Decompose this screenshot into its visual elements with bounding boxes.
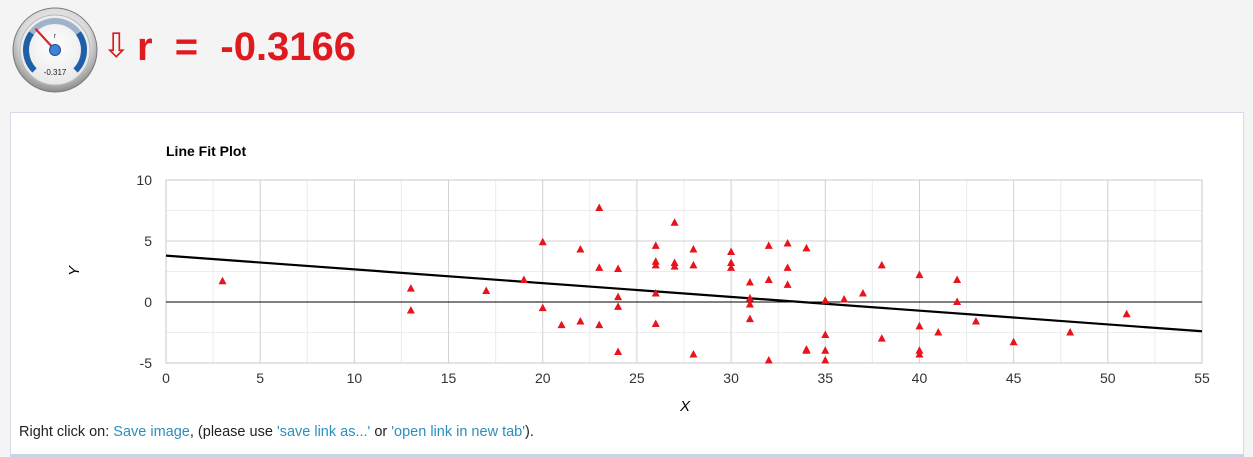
data-point: [651, 319, 660, 327]
data-point: [783, 263, 792, 271]
data-point: [218, 276, 227, 285]
correlation-value: r = -0.3166: [137, 25, 357, 69]
plot-area: [165, 179, 1203, 364]
data-point: [802, 243, 811, 252]
data-point: [614, 264, 623, 273]
chart-title: Line Fit Plot: [166, 143, 246, 159]
data-point: [538, 237, 547, 246]
data-point: [745, 293, 754, 302]
data-point: [614, 292, 623, 301]
data-point: [783, 280, 792, 288]
x-axis-label: X: [679, 398, 691, 415]
gauge-label: r: [54, 33, 57, 40]
data-point: [821, 346, 830, 354]
data-point: [745, 299, 754, 308]
data-point: [971, 317, 980, 325]
footer-middle: , (please use: [189, 424, 277, 440]
data-point: [821, 356, 830, 364]
down-arrow-icon: ⇩: [102, 27, 131, 65]
y-tick-label: -5: [140, 355, 153, 371]
data-point: [614, 302, 623, 310]
data-point: [1066, 328, 1075, 336]
data-point: [953, 297, 962, 305]
data-point: [519, 275, 528, 284]
x-tick-label: 30: [723, 370, 739, 386]
data-point: [670, 262, 679, 270]
x-tick-label: 15: [441, 370, 457, 386]
data-point: [689, 349, 698, 358]
x-tick-label: 55: [1194, 370, 1210, 386]
x-tick-label: 45: [1006, 370, 1022, 386]
data-point: [802, 346, 811, 354]
gauge-value: -0.317: [44, 68, 67, 77]
x-tick-label: 25: [629, 370, 645, 386]
data-point: [689, 260, 698, 269]
data-point: [840, 295, 849, 303]
data-point: [764, 275, 773, 284]
y-tick-label: 0: [144, 294, 152, 310]
footer-or: or: [370, 424, 392, 440]
data-point: [877, 334, 886, 342]
y-axis-label: Y: [66, 265, 83, 276]
data-point: [1009, 337, 1018, 346]
data-point: [745, 277, 754, 286]
header: r -0.317 ⇩ r = -0.3166: [0, 0, 1253, 104]
fit-line: [165, 254, 1203, 333]
x-tick-label: 5: [256, 370, 264, 386]
data-point: [745, 314, 754, 323]
data-point: [651, 241, 660, 249]
footer-prefix: Right click on:: [19, 424, 114, 440]
data-point: [482, 286, 491, 295]
data-point: [727, 258, 736, 266]
data-point: [915, 349, 924, 358]
line-fit-plot[interactable]: 0 5 10 15 20 25 30 35 40 45 50 55 -5 0 5 10 Line Fit P…: [11, 113, 1243, 418]
data-point: [595, 263, 604, 271]
save-link-as-hint: 'save link as...': [276, 424, 371, 440]
data-point: [764, 241, 773, 249]
data-point: [557, 320, 566, 329]
data-point: [877, 260, 886, 269]
data-point: [406, 284, 415, 292]
y-tick-label: 5: [144, 233, 152, 249]
data-point: [1122, 309, 1131, 318]
data-point: [576, 245, 585, 253]
data-point: [727, 247, 736, 255]
data-point: [934, 328, 943, 336]
data-point: [651, 260, 660, 269]
x-tick-label: 0: [162, 370, 170, 386]
data-point: [595, 320, 604, 329]
data-point: [821, 330, 830, 338]
x-tick-label: 50: [1100, 370, 1116, 386]
data-point: [670, 218, 679, 226]
x-tick-label: 40: [912, 370, 928, 386]
data-point: [406, 306, 415, 314]
data-point: [821, 296, 830, 304]
footer-suffix: ).: [525, 424, 534, 440]
x-tick-label: 10: [347, 370, 363, 386]
data-point: [783, 238, 792, 247]
data-point: [915, 321, 924, 330]
save-image-link[interactable]: Save image: [113, 424, 190, 440]
data-point: [764, 356, 773, 364]
data-point: [689, 245, 698, 253]
open-link-hint: 'open link in new tab': [391, 424, 525, 440]
data-point: [614, 347, 623, 356]
data-point: [915, 270, 924, 279]
footer-hint: Right click on: Save image, (please use …: [19, 424, 534, 440]
data-point: [953, 275, 962, 284]
x-tick-label: 20: [535, 370, 551, 386]
x-tick-label: 35: [817, 370, 833, 386]
data-point: [538, 303, 547, 312]
gauge-icon: r -0.317: [12, 7, 98, 93]
data-point: [595, 203, 604, 212]
data-point: [651, 288, 660, 297]
y-tick-label: 10: [136, 172, 152, 188]
data-point: [858, 288, 867, 297]
data-point: [727, 263, 736, 271]
data-point: [576, 317, 585, 325]
chart-panel: 0 5 10 15 20 25 30 35 40 45 50 55 -5 0 5 10 Line Fit P…: [10, 112, 1244, 457]
